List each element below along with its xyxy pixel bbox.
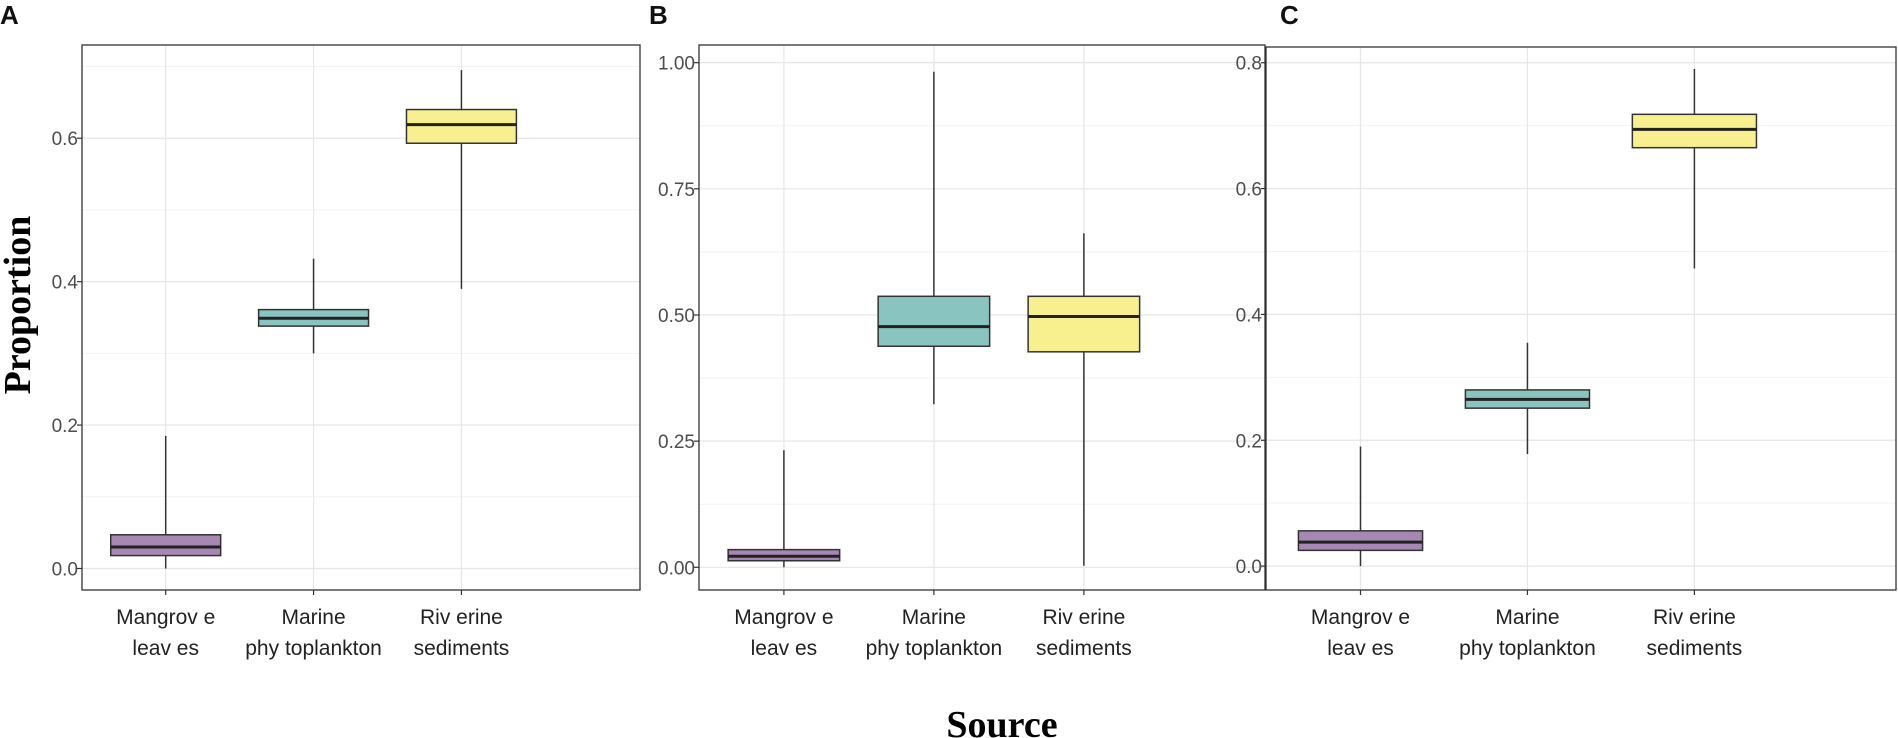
box-c-1 xyxy=(1464,342,1591,455)
y-tick-label: 0.75 xyxy=(658,180,695,201)
x-category-label: Mangrov e leav es xyxy=(734,606,833,660)
box-a-2 xyxy=(405,70,518,289)
x-axis-title: Source xyxy=(946,704,1057,738)
x-category-label: Marine phy toplankton xyxy=(245,606,382,660)
box-body xyxy=(405,108,518,144)
x-tick-label-line: sediments xyxy=(414,637,510,660)
y-tick-label: 0.6 xyxy=(1236,180,1262,201)
box-c-2 xyxy=(1631,69,1758,269)
x-category-label: Mangrov e leav es xyxy=(1311,606,1410,660)
x-category-label: Marine phy toplankton xyxy=(1459,606,1596,660)
box-b-0 xyxy=(727,450,841,568)
box-b-1 xyxy=(877,71,991,405)
box-body xyxy=(1297,530,1424,552)
y-tick-label: 0.6 xyxy=(52,129,78,150)
x-category-label: Marine phy toplankton xyxy=(866,606,1003,660)
y-tick-label: 0.25 xyxy=(658,432,695,453)
panels: 0.0 0.2 0.4 0.6 Mangrov e leav es Marine phy to… xyxy=(0,0,1897,660)
panel-border xyxy=(81,44,641,591)
x-category-label: Riv erine sediments xyxy=(1036,606,1132,660)
y-tick-label: 0.2 xyxy=(1236,431,1262,452)
panel-border xyxy=(698,44,1266,591)
y-axis-title: Proportion xyxy=(0,216,39,395)
x-tick-label-line: Marine xyxy=(281,606,345,629)
y-tick-label: 0.00 xyxy=(658,558,695,579)
panel-b: 0.00 0.25 0.50 0.75 1.00 Mangrov e leav es Mari… xyxy=(649,0,1266,660)
x-tick-label-line: leav es xyxy=(132,637,199,660)
x-tick-label-line: phy toplankton xyxy=(866,637,1003,660)
x-tick-label-line: sediments xyxy=(1036,637,1132,660)
box-b-2 xyxy=(1027,233,1141,566)
x-category-label: Mangrov e leav es xyxy=(116,606,215,660)
panel-label: A xyxy=(0,0,19,30)
x-tick-label-line: phy toplankton xyxy=(245,637,382,660)
x-tick-label-line: Mangrov e xyxy=(734,606,833,629)
panel-c: 0.0 0.2 0.4 0.6 0.8 Mangrov e leav es Marine phy… xyxy=(1236,0,1897,660)
x-tick-label-line: sediments xyxy=(1647,637,1743,660)
box-body xyxy=(877,295,991,348)
panel-a: 0.0 0.2 0.4 0.6 Mangrov e leav es Marine phy to… xyxy=(0,0,641,660)
y-tick-label: 0.0 xyxy=(52,559,78,580)
panel-label: C xyxy=(1280,0,1299,30)
x-tick-label-line: Riv erine xyxy=(1042,606,1125,629)
x-tick-label-line: Riv erine xyxy=(1653,606,1736,629)
x-category-label: Riv erine sediments xyxy=(1647,606,1743,660)
x-tick-label-line: Mangrov e xyxy=(116,606,215,629)
y-tick-label: 0.2 xyxy=(52,416,78,437)
box-body xyxy=(109,534,222,557)
box-c-0 xyxy=(1297,446,1424,567)
y-tick-label: 0.4 xyxy=(52,273,79,294)
x-tick-label-line: leav es xyxy=(751,637,818,660)
box-body xyxy=(1027,295,1141,353)
y-tick-label: 0.4 xyxy=(1236,305,1263,326)
y-tick-label: 0.8 xyxy=(1236,54,1262,75)
x-tick-label-line: Marine xyxy=(1495,606,1559,629)
panel-border xyxy=(1265,46,1897,591)
x-tick-label-line: Mangrov e xyxy=(1311,606,1410,629)
x-category-label: Riv erine sediments xyxy=(414,606,510,660)
y-tick-label: 0.0 xyxy=(1236,557,1262,578)
y-tick-label: 1.00 xyxy=(658,54,695,75)
x-tick-label-line: Riv erine xyxy=(420,606,503,629)
box-body xyxy=(1631,113,1758,149)
box-a-0 xyxy=(109,435,222,569)
y-tick-label: 0.50 xyxy=(658,306,695,327)
x-tick-label-line: phy toplankton xyxy=(1459,637,1596,660)
plot-area xyxy=(1266,47,1896,590)
x-tick-label-line: Marine xyxy=(902,606,966,629)
x-tick-label-line: leav es xyxy=(1327,637,1394,660)
box-a-1 xyxy=(257,258,370,354)
panel-label: B xyxy=(649,0,668,30)
